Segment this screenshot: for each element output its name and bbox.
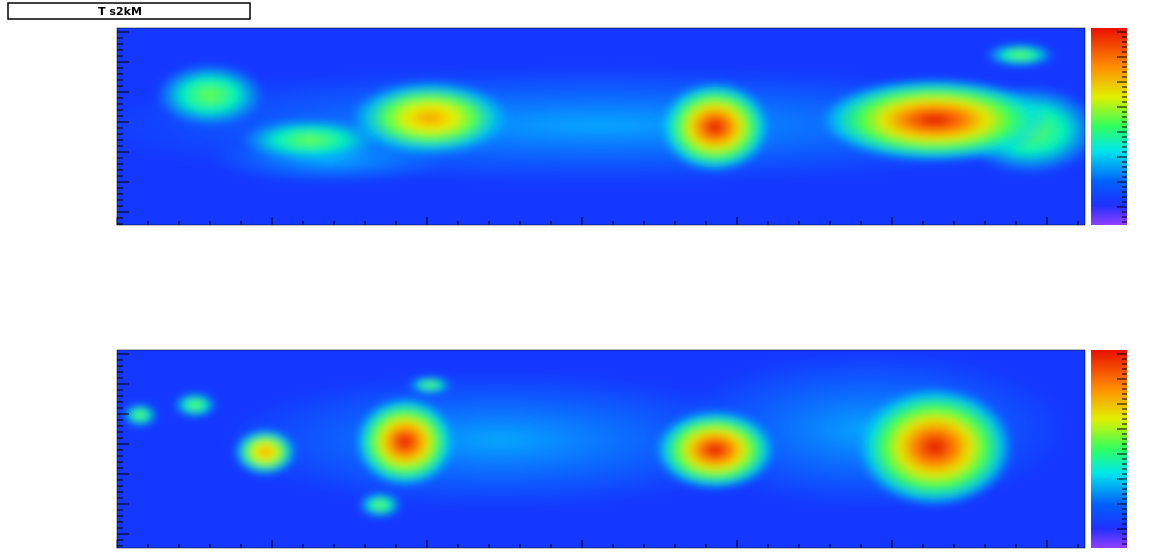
colorbar-bottom — [1091, 350, 1127, 548]
heatmap-bottom — [117, 350, 1085, 548]
heatmap-top — [80, 28, 1120, 225]
page: T s2kM — [0, 0, 1169, 560]
title: T s2kM — [98, 5, 142, 18]
colorbar-top — [1091, 28, 1127, 225]
